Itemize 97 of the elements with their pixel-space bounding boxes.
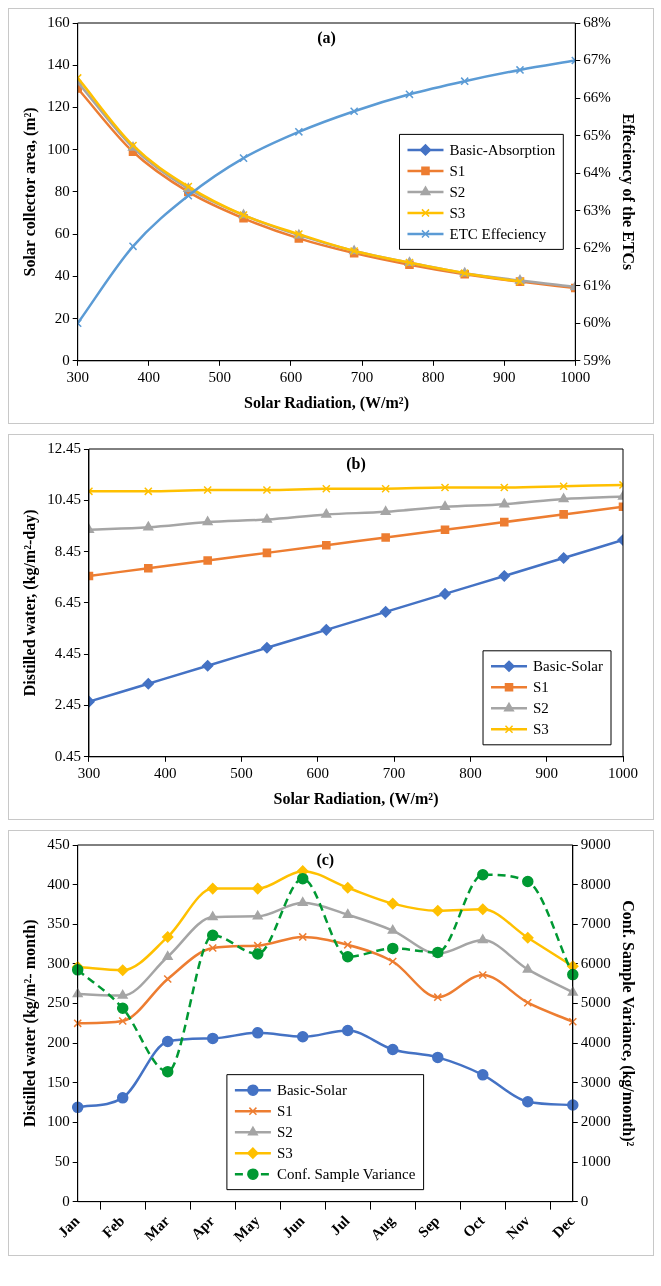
y-tick-label: 100 <box>47 140 70 157</box>
legend-label: Basic-Absorption <box>449 141 556 158</box>
x-tick-label: 600 <box>306 764 330 781</box>
y-tick-label: 60 <box>54 225 70 242</box>
y-tick-label: 50 <box>54 1152 70 1169</box>
x-tick-label: 300 <box>77 764 101 781</box>
y-tick-label: 0 <box>62 1192 70 1209</box>
legend-label: S2 <box>533 700 549 717</box>
x-tick-label: May <box>230 1212 263 1245</box>
legend-label: S2 <box>276 1124 293 1141</box>
y2-tick-label: 61% <box>583 276 611 293</box>
x-tick-label: 800 <box>421 368 445 385</box>
chart-title: (a) <box>317 29 336 48</box>
y-tick-label: 250 <box>47 994 70 1011</box>
x-tick-label: 1000 <box>560 368 591 385</box>
x-tick-label: Oct <box>459 1212 488 1241</box>
y-tick-label: 6.45 <box>54 593 81 610</box>
legend-label: S3 <box>276 1145 293 1162</box>
legend-label: Conf. Sample Variance <box>276 1166 416 1183</box>
y-axis-title: Solar collector area, (m²) <box>20 107 39 277</box>
x-tick-label: Jan <box>54 1212 84 1241</box>
y2-tick-label: 8000 <box>580 875 611 892</box>
x-tick-label: Apr <box>188 1212 218 1243</box>
y2-tick-label: 64% <box>583 164 611 181</box>
x-tick-label: Jul <box>327 1212 353 1239</box>
y-tick-label: 40 <box>54 267 70 284</box>
legend-label: Basic-Solar <box>276 1082 347 1099</box>
y2-tick-label: 4000 <box>580 1034 611 1051</box>
x-tick-label: 1000 <box>608 764 638 781</box>
x-tick-label: Mar <box>141 1212 173 1244</box>
y2-tick-label: 62% <box>583 239 611 256</box>
y2-tick-label: 7000 <box>580 915 611 932</box>
x-tick-label: 700 <box>350 368 374 385</box>
chart-title: (b) <box>346 455 366 474</box>
y2-tick-label: 68% <box>583 13 611 30</box>
legend-label: ETC Effeciency <box>449 225 547 242</box>
x-tick-label: 500 <box>230 764 253 781</box>
x-tick-label: Feb <box>99 1212 128 1241</box>
legend-label: S1 <box>449 162 466 179</box>
legend-label: S3 <box>533 721 549 738</box>
y2-tick-label: 60% <box>583 314 611 331</box>
y2-axis-title: Effeciency of the ETCs <box>619 113 638 271</box>
y2-tick-label: 5000 <box>580 994 611 1011</box>
y-tick-label: 0.45 <box>54 747 81 764</box>
x-tick-label: 900 <box>535 764 558 781</box>
y-tick-label: 100 <box>47 1113 70 1130</box>
y-tick-label: 300 <box>47 954 70 971</box>
y2-tick-label: 65% <box>583 126 611 143</box>
x-tick-label: Sep <box>414 1212 443 1241</box>
legend-label: S3 <box>449 204 466 221</box>
y2-tick-label: 63% <box>583 201 611 218</box>
x-tick-label: Dec <box>549 1212 578 1241</box>
x-tick-label: 400 <box>137 368 161 385</box>
y-tick-label: 20 <box>54 309 70 326</box>
y2-tick-label: 9000 <box>580 835 611 852</box>
y2-tick-label: 3000 <box>580 1073 611 1090</box>
y-tick-label: 4.45 <box>54 645 81 662</box>
x-tick-label: Jun <box>279 1212 309 1241</box>
x-tick-label: 700 <box>382 764 406 781</box>
y-tick-label: 12.45 <box>47 439 81 456</box>
legend-label: S1 <box>276 1103 293 1120</box>
y-axis-title: Distilled water (kg/m²- month) <box>20 919 39 1128</box>
y-tick-label: 10.45 <box>47 491 81 508</box>
x-tick-label: 400 <box>153 764 177 781</box>
x-tick-label: 900 <box>492 368 516 385</box>
y2-tick-label: 66% <box>583 89 611 105</box>
y-tick-label: 200 <box>47 1034 70 1051</box>
y2-tick-label: 1000 <box>580 1152 611 1169</box>
y-tick-label: 150 <box>47 1073 70 1090</box>
x-axis-title: Solar Radiation, (W/m²) <box>273 789 439 808</box>
x-tick-label: 600 <box>279 368 303 385</box>
y-tick-label: 0 <box>62 351 70 368</box>
y-axis-title: Distilled water, (kg/m²-day) <box>20 509 39 697</box>
y-tick-label: 450 <box>47 835 70 852</box>
y2-tick-label: 67% <box>583 51 611 68</box>
x-tick-label: 800 <box>459 764 482 781</box>
y-tick-label: 8.45 <box>54 542 81 559</box>
y2-axis-title: Conf. Sample Variance, (kg/month)² <box>619 900 638 1147</box>
y-tick-label: 2.45 <box>54 696 81 713</box>
x-tick-label: Aug <box>367 1212 398 1243</box>
chart-title: (c) <box>316 851 335 870</box>
y-tick-label: 350 <box>47 915 70 932</box>
legend-label: Basic-Solar <box>533 658 603 675</box>
y-tick-label: 140 <box>47 56 70 73</box>
y-tick-label: 400 <box>47 875 70 892</box>
y2-tick-label: 2000 <box>580 1113 611 1130</box>
y-tick-label: 120 <box>47 98 70 115</box>
legend-label: S2 <box>449 183 466 200</box>
y2-tick-label: 0 <box>580 1192 589 1209</box>
x-tick-label: Nov <box>503 1212 533 1243</box>
legend-label: S1 <box>533 679 549 696</box>
y2-tick-label: 59% <box>583 351 611 368</box>
x-tick-label: 500 <box>208 368 232 385</box>
y-tick-label: 80 <box>54 182 70 199</box>
y-tick-label: 160 <box>47 13 70 30</box>
y2-tick-label: 6000 <box>580 954 611 971</box>
x-axis-title: Solar Radiation, (W/m²) <box>244 393 409 412</box>
